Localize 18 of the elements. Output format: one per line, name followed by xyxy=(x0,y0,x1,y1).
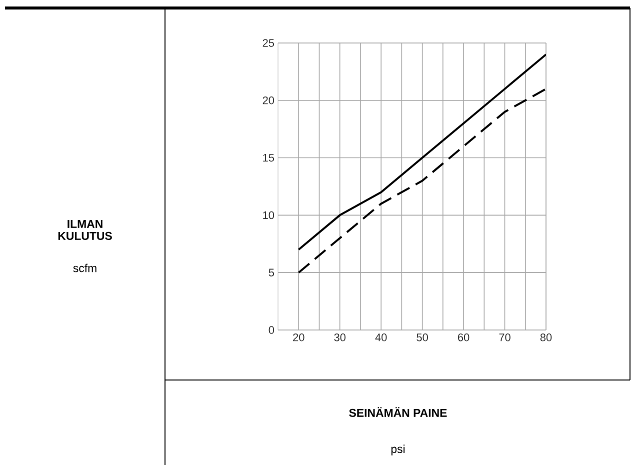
y-tick-label: 5 xyxy=(268,268,274,276)
x-tick-label: 80 xyxy=(540,334,552,342)
line-series xyxy=(298,88,546,274)
x-tick-label: 20 xyxy=(293,334,304,342)
text: ILMAN KULUTUS xyxy=(58,220,112,240)
text: SEINÄMÄN PAINE xyxy=(349,407,447,417)
text: scfm xyxy=(73,264,96,272)
y-tick-label: 20 xyxy=(262,96,274,104)
y-tick-label: 15 xyxy=(263,154,274,162)
y-tick-label: 0 xyxy=(268,326,274,334)
x-tick-label: 50 xyxy=(416,334,428,342)
x-tick-label: 30 xyxy=(334,334,346,342)
x-tick-label: 40 xyxy=(375,334,387,342)
y-tick-label: 10 xyxy=(263,211,274,220)
x-tick-label: 70 xyxy=(499,334,510,342)
y-tick-label: 25 xyxy=(262,39,274,47)
x-tick-label: 60 xyxy=(458,334,470,342)
text: psi xyxy=(391,444,405,456)
